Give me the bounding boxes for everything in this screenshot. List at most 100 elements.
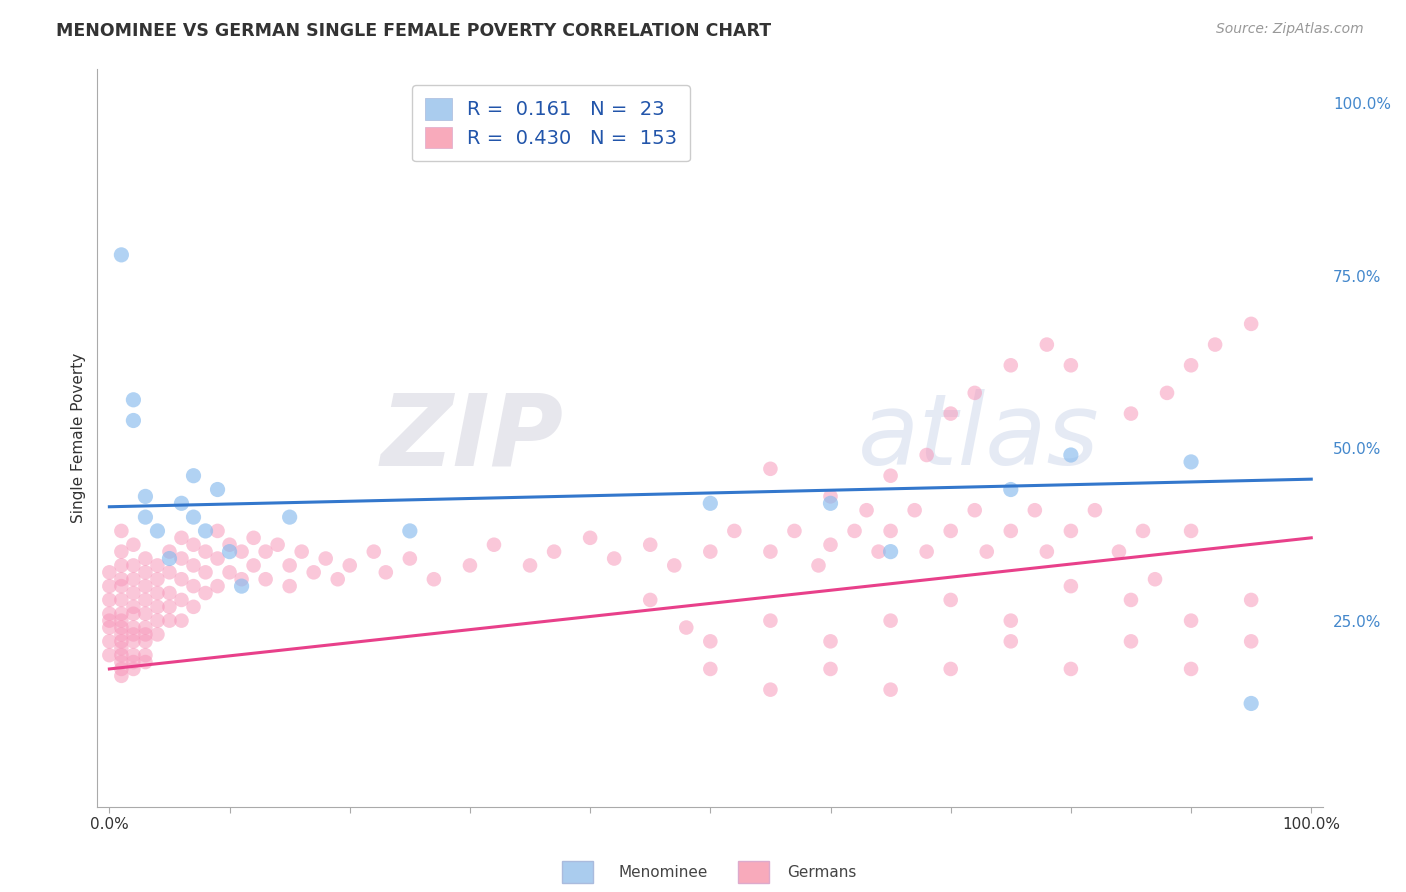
Point: [807, 558, 830, 573]
Point: [1060, 359, 1083, 373]
Point: [146, 586, 169, 600]
Point: [326, 572, 349, 586]
Point: [159, 551, 181, 566]
Point: [242, 531, 264, 545]
Point: [879, 544, 901, 558]
Point: [723, 524, 745, 538]
Point: [1180, 614, 1202, 628]
Point: [254, 572, 277, 586]
Point: [291, 544, 314, 558]
Point: [963, 385, 986, 400]
Point: [1180, 359, 1202, 373]
Point: [134, 607, 156, 621]
Point: [339, 558, 361, 573]
Point: [699, 496, 721, 510]
Point: [302, 566, 325, 580]
Point: [1156, 385, 1178, 400]
Point: [110, 607, 132, 621]
Point: [146, 599, 169, 614]
Point: [759, 462, 782, 476]
Point: [482, 538, 505, 552]
Point: [1000, 634, 1022, 648]
Point: [266, 538, 288, 552]
Y-axis label: Single Female Poverty: Single Female Poverty: [72, 352, 86, 523]
Point: [183, 599, 205, 614]
Point: [110, 593, 132, 607]
Point: [820, 490, 842, 504]
Point: [98, 614, 121, 628]
Point: [110, 572, 132, 586]
Text: atlas: atlas: [858, 389, 1099, 486]
Point: [1180, 524, 1202, 538]
Point: [207, 551, 229, 566]
Point: [664, 558, 686, 573]
Point: [904, 503, 927, 517]
Point: [110, 641, 132, 656]
Point: [976, 544, 998, 558]
Point: [458, 558, 481, 573]
Point: [110, 621, 132, 635]
Point: [363, 544, 385, 558]
Point: [110, 662, 132, 676]
Point: [820, 538, 842, 552]
Point: [1000, 359, 1022, 373]
Point: [207, 524, 229, 538]
Point: [398, 524, 420, 538]
Point: [218, 566, 240, 580]
Point: [1240, 593, 1263, 607]
Point: [1024, 503, 1046, 517]
Point: [122, 621, 145, 635]
Point: [1180, 662, 1202, 676]
Point: [1084, 503, 1107, 517]
Point: [98, 607, 121, 621]
Point: [170, 572, 193, 586]
Point: [134, 634, 156, 648]
Text: ZIP: ZIP: [380, 389, 564, 486]
Point: [146, 558, 169, 573]
Point: [98, 593, 121, 607]
Point: [159, 614, 181, 628]
Point: [915, 448, 938, 462]
Point: [110, 614, 132, 628]
Point: [675, 621, 697, 635]
Point: [939, 407, 962, 421]
Point: [194, 524, 217, 538]
Point: [820, 496, 842, 510]
Point: [170, 593, 193, 607]
Point: [134, 551, 156, 566]
Text: Source: ZipAtlas.com: Source: ZipAtlas.com: [1216, 22, 1364, 37]
Point: [110, 558, 132, 573]
Point: [759, 544, 782, 558]
Point: [207, 483, 229, 497]
Point: [855, 503, 877, 517]
Point: [1204, 337, 1226, 351]
Point: [194, 566, 217, 580]
Point: [254, 544, 277, 558]
Point: [134, 579, 156, 593]
Point: [759, 614, 782, 628]
Point: [844, 524, 866, 538]
Point: [134, 627, 156, 641]
Point: [519, 558, 541, 573]
Point: [1108, 544, 1130, 558]
Point: [374, 566, 396, 580]
Point: [1060, 524, 1083, 538]
Point: [879, 524, 901, 538]
Point: [207, 579, 229, 593]
Point: [134, 621, 156, 635]
Point: [122, 392, 145, 407]
Point: [170, 551, 193, 566]
Point: [278, 579, 301, 593]
Point: [146, 614, 169, 628]
Point: [603, 551, 626, 566]
Point: [122, 634, 145, 648]
Point: [134, 648, 156, 662]
Point: [1132, 524, 1154, 538]
Point: [759, 682, 782, 697]
Point: [110, 648, 132, 662]
Point: [1240, 697, 1263, 711]
Point: [939, 593, 962, 607]
Point: [110, 579, 132, 593]
Point: [1119, 593, 1142, 607]
Point: [939, 662, 962, 676]
